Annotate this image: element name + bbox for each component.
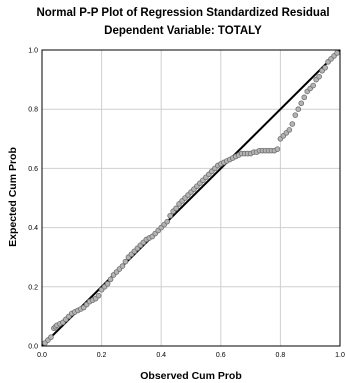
x-tick-label: 0.2 <box>97 352 107 359</box>
data-point <box>316 73 322 80</box>
x-axis-label: Observed Cum Prob <box>140 370 242 382</box>
data-point <box>295 106 302 112</box>
y-tick-label: 0.4 <box>28 225 38 232</box>
y-tick-label: 0.0 <box>28 344 38 351</box>
x-tick-label: 0.0 <box>37 352 47 359</box>
data-point <box>107 276 114 283</box>
gridlines <box>42 50 340 346</box>
data-point <box>289 121 296 127</box>
x-tick-label: 1.0 <box>335 352 345 359</box>
y-tick-label: 0.2 <box>28 284 38 291</box>
y-axis-label: Expected Cum Prob <box>7 147 19 247</box>
plot-frame <box>41 49 341 347</box>
data-point <box>274 146 281 152</box>
data-point <box>301 94 308 101</box>
x-tick-label: 0.4 <box>156 352 166 359</box>
data-point <box>292 112 299 118</box>
data-point <box>298 100 305 107</box>
data-point <box>104 281 111 287</box>
y-tick-label: 0.6 <box>28 166 38 173</box>
chart-subtitle: Dependent Variable: TOTALY <box>104 25 262 37</box>
chart-title: Normal P-P Plot of Regression Standardiz… <box>36 7 329 19</box>
data-point <box>286 127 293 133</box>
data-point <box>95 292 102 299</box>
data-point <box>322 64 328 71</box>
x-tick-label: 0.8 <box>276 352 286 359</box>
data-point <box>48 334 54 340</box>
reference-line <box>41 49 341 347</box>
data-point <box>122 258 129 265</box>
data-point <box>310 82 316 89</box>
data-point <box>167 212 173 219</box>
data-point <box>164 218 170 225</box>
x-tick-label: 0.6 <box>216 352 226 359</box>
y-tick-label: 0.8 <box>28 107 38 114</box>
y-tick-label: 1.0 <box>28 48 38 55</box>
data-points <box>42 50 340 346</box>
tick-labels: 0.0 0.2 0.4 0.6 0.8 1.0 0.0 0.2 0.4 0.6 0.8 1.0 <box>28 48 345 360</box>
data-point <box>173 205 179 212</box>
data-point <box>334 50 340 56</box>
data-point <box>119 263 126 269</box>
